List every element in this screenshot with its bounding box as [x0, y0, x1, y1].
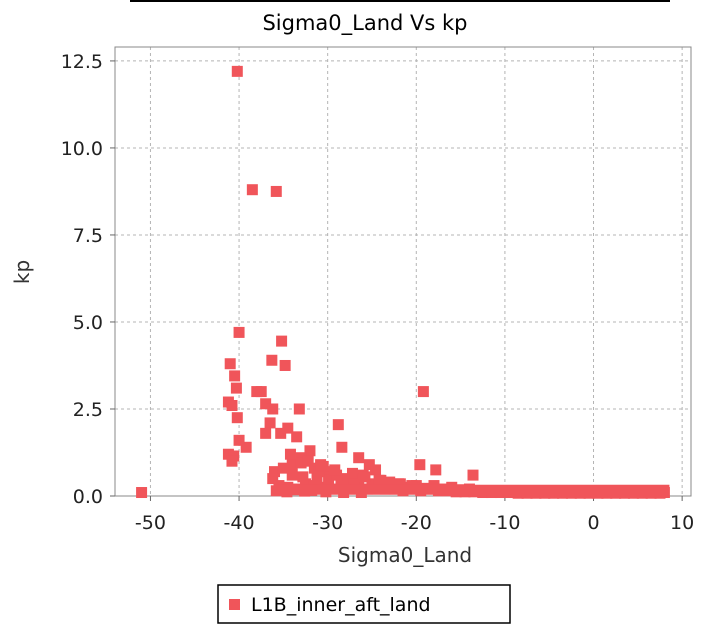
data-point — [414, 459, 426, 471]
legend: L1B_inner_aft_land — [217, 584, 511, 624]
data-point — [295, 457, 307, 469]
data-point — [323, 474, 335, 486]
data-point — [226, 400, 238, 412]
data-point — [226, 455, 238, 467]
data-point — [291, 431, 303, 443]
x-tick-label: -10 — [489, 512, 520, 534]
data-point — [339, 476, 351, 488]
data-point — [231, 65, 243, 77]
data-points — [136, 65, 670, 499]
data-point — [336, 441, 348, 453]
data-point — [430, 464, 442, 476]
y-tick-label: 12.5 — [61, 51, 103, 73]
data-point — [270, 185, 282, 197]
grid — [115, 47, 691, 497]
data-point — [332, 419, 344, 431]
x-axis-ticks: -50 -40 -30 -20 -10 0 10 — [135, 496, 694, 534]
data-point-band — [274, 484, 670, 495]
data-point — [282, 422, 294, 434]
data-point — [467, 469, 479, 481]
legend-label: L1B_inner_aft_land — [251, 594, 431, 616]
x-axis-label: Sigma0_Land — [338, 543, 472, 567]
data-point — [229, 370, 241, 382]
data-point — [276, 335, 288, 347]
data-point — [363, 459, 375, 471]
data-point — [302, 455, 314, 467]
data-point — [233, 434, 245, 446]
chart-title: Sigma0_Land Vs kp — [262, 11, 467, 36]
data-point — [284, 448, 296, 460]
x-tick-label: 10 — [670, 512, 694, 534]
data-point — [311, 473, 323, 485]
data-point — [346, 467, 358, 479]
data-point — [279, 359, 291, 371]
data-point — [394, 478, 406, 490]
data-point — [231, 412, 243, 424]
data-point — [267, 473, 279, 485]
data-point — [266, 354, 278, 366]
data-point — [136, 487, 148, 499]
data-point — [286, 459, 298, 471]
plot-area — [114, 46, 692, 497]
data-point — [417, 386, 429, 398]
data-point — [353, 452, 365, 464]
data-point — [233, 326, 245, 338]
data-point — [366, 478, 378, 490]
x-tick-label: -40 — [224, 512, 255, 534]
x-tick-label: 0 — [587, 512, 599, 534]
data-point — [275, 427, 287, 439]
data-point — [260, 427, 272, 439]
data-point — [255, 386, 267, 398]
data-point — [277, 462, 289, 474]
data-point — [300, 478, 312, 490]
data-point — [304, 445, 316, 457]
y-tick-label: 0.0 — [73, 486, 103, 508]
data-point — [359, 471, 371, 483]
y-axis-ticks: 0.0 2.5 5.0 7.5 10.0 12.5 — [61, 51, 115, 508]
y-tick-label: 5.0 — [73, 312, 103, 334]
y-tick-label: 7.5 — [73, 225, 103, 247]
data-point — [293, 403, 305, 415]
data-point — [267, 403, 279, 415]
data-point — [230, 382, 242, 394]
y-axis-label: kp — [10, 260, 34, 284]
legend-marker-icon — [229, 599, 240, 610]
y-tick-label: 2.5 — [73, 399, 103, 421]
data-point — [370, 464, 382, 476]
data-point — [384, 476, 396, 488]
data-point — [286, 469, 298, 481]
data-point — [297, 471, 309, 483]
data-point — [224, 358, 236, 370]
legend-box — [217, 584, 511, 624]
y-tick-label: 10.0 — [61, 138, 103, 160]
data-point — [269, 466, 281, 478]
x-tick-label: -20 — [401, 512, 432, 534]
data-point — [329, 464, 341, 476]
x-tick-label: -30 — [312, 512, 343, 534]
data-point — [260, 398, 272, 410]
data-point — [315, 459, 327, 471]
data-point — [240, 441, 252, 453]
data-point — [373, 474, 385, 486]
data-point — [264, 417, 276, 429]
data-point — [246, 184, 258, 196]
x-tick-label: -50 — [135, 512, 166, 534]
